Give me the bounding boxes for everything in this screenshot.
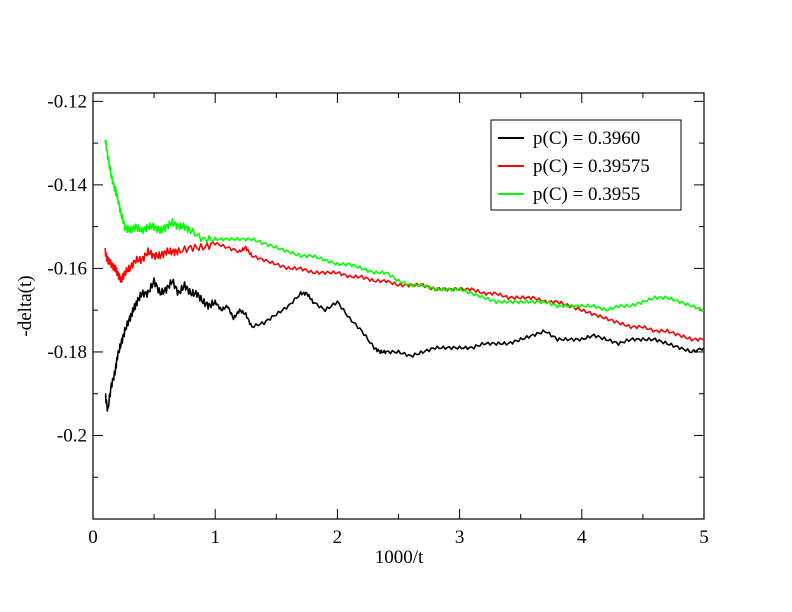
series-line bbox=[104, 241, 705, 342]
legend: p(C) = 0.3960 p(C) = 0.39575 p(C) = 0.3955 bbox=[490, 119, 682, 211]
y-tick-label: -0.18 bbox=[47, 342, 87, 363]
y-tick-label: -0.16 bbox=[47, 258, 87, 279]
axis-ticks bbox=[92, 93, 705, 520]
y-tick-label: -0.12 bbox=[47, 91, 87, 112]
x-axis-title: 1000/t bbox=[375, 547, 424, 568]
x-tick-label: 3 bbox=[455, 527, 465, 548]
x-tick-label: 5 bbox=[699, 527, 709, 548]
x-tick-label: 2 bbox=[333, 527, 343, 548]
series-line bbox=[104, 139, 705, 312]
series-lines bbox=[104, 139, 705, 412]
y-tick-label: -0.2 bbox=[57, 425, 87, 446]
series-line bbox=[104, 277, 705, 412]
legend-label: p(C) = 0.3960 bbox=[533, 128, 640, 149]
x-tick-label: 4 bbox=[577, 527, 587, 548]
x-tick-label: 0 bbox=[88, 527, 98, 548]
legend-label: p(C) = 0.39575 bbox=[533, 156, 650, 177]
y-axis-title: -delta(t) bbox=[15, 275, 36, 336]
tick-labels: 0 1 2 3 4 5 -0.12 -0.14 -0.16 -0.18 -0.2 bbox=[47, 91, 708, 548]
y-tick-label: -0.14 bbox=[47, 175, 87, 196]
x-tick-label: 1 bbox=[210, 527, 220, 548]
legend-label: p(C) = 0.3955 bbox=[533, 184, 640, 205]
